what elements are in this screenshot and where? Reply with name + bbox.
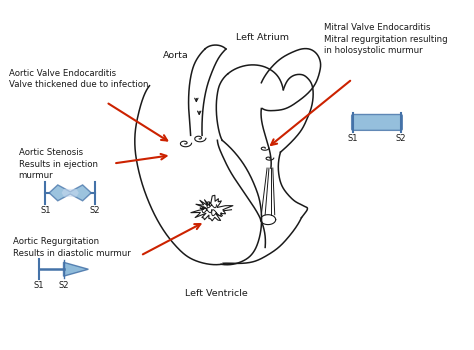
Text: Aortic Valve Endocarditis
Valve thickened due to infection: Aortic Valve Endocarditis Valve thickene… [9, 69, 148, 89]
Text: Aortic Stenosis
Results in ejection
murmur: Aortic Stenosis Results in ejection murm… [18, 148, 98, 180]
Text: Mitral Valve Endocarditis
Mitral regurgitation resulting
in holosystolic murmur: Mitral Valve Endocarditis Mitral regurgi… [324, 23, 448, 55]
Text: S1: S1 [33, 281, 44, 290]
Text: Aortic Regurgitation
Results in diastolic murmur: Aortic Regurgitation Results in diastoli… [13, 238, 131, 258]
Polygon shape [62, 189, 79, 197]
Text: S1: S1 [348, 134, 358, 143]
Text: Left Atrium: Left Atrium [237, 33, 290, 42]
Text: S2: S2 [90, 206, 100, 215]
Text: Left Ventricle: Left Ventricle [185, 289, 248, 298]
Polygon shape [64, 262, 88, 276]
Polygon shape [49, 185, 91, 201]
Text: S2: S2 [58, 281, 69, 290]
Text: S1: S1 [40, 206, 51, 215]
Text: Aorta: Aorta [164, 51, 189, 60]
Text: S2: S2 [396, 134, 406, 143]
FancyBboxPatch shape [352, 114, 402, 130]
